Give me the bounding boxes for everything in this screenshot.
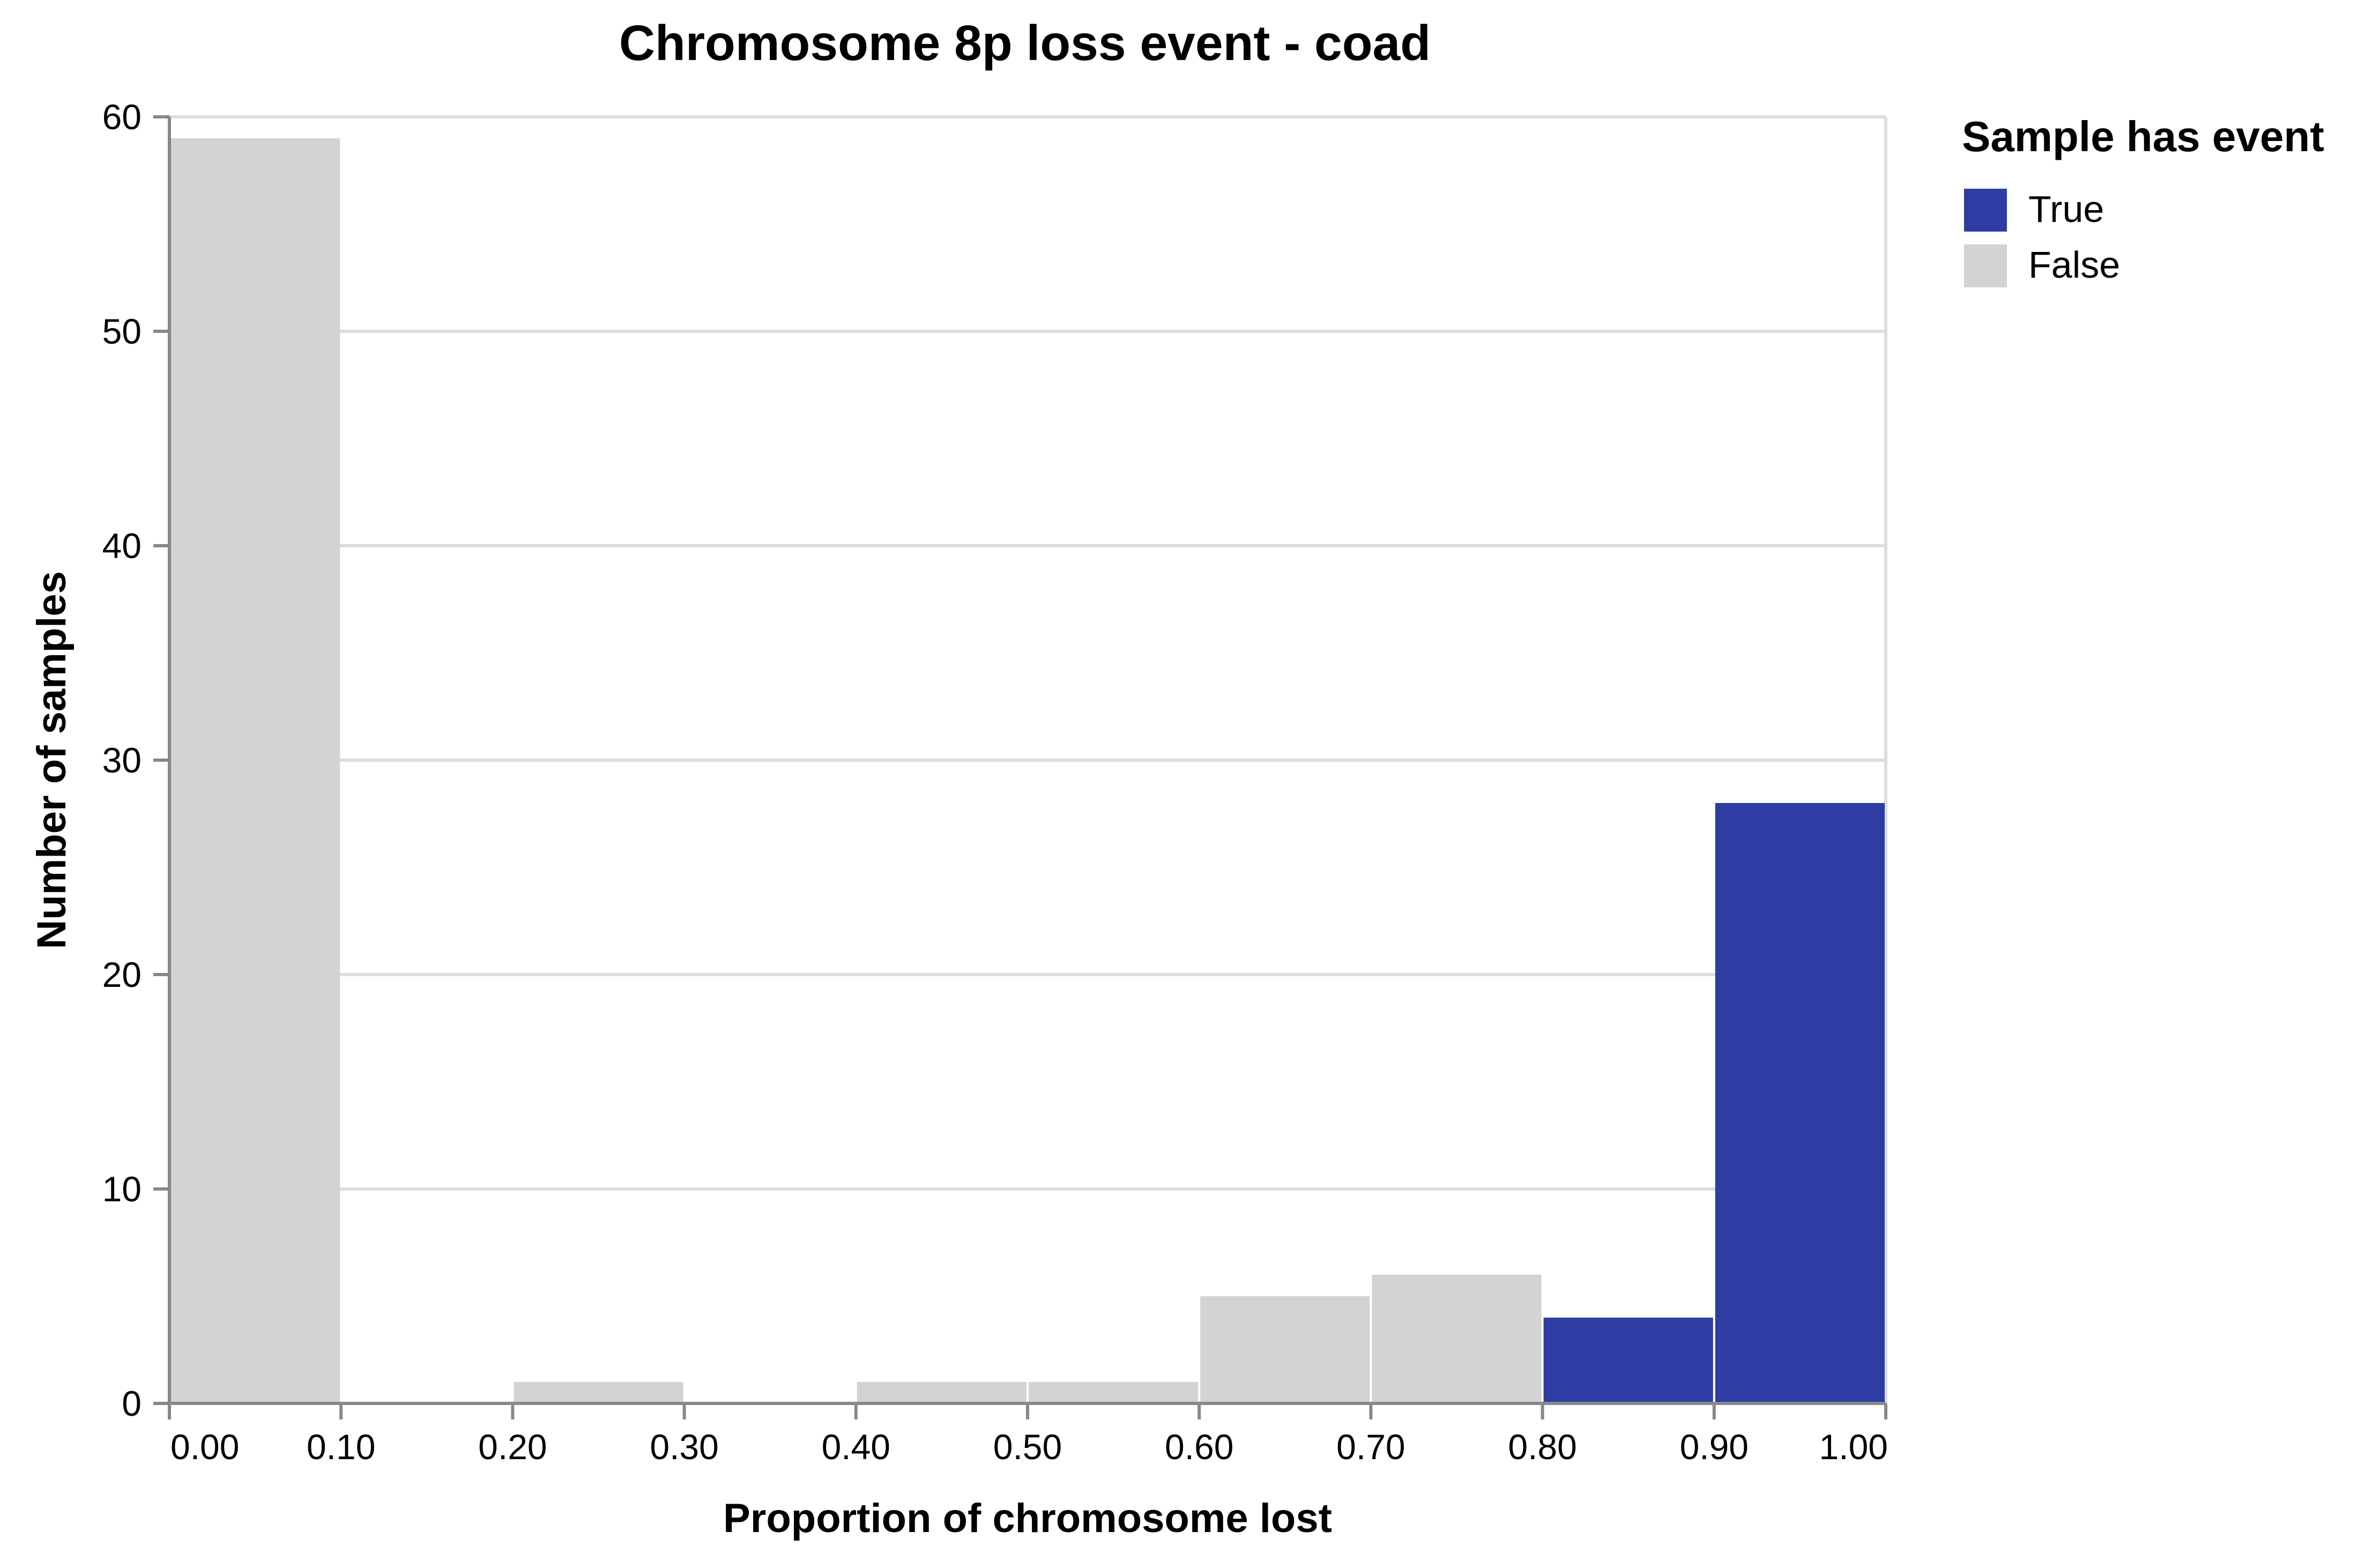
y-tick-label-4: 40 — [102, 526, 142, 566]
x-tick-label-0: 0.00 — [170, 1427, 239, 1467]
x-axis-title: Proportion of chromosome lost — [723, 1496, 1332, 1541]
y-axis-title: Number of samples — [29, 571, 75, 949]
y-tick-label-6: 60 — [102, 97, 142, 137]
bar-6 — [1200, 1296, 1370, 1403]
x-tick-label-2: 0.20 — [478, 1427, 547, 1467]
bar-5 — [1029, 1382, 1199, 1403]
chart-title: Chromosome 8p loss event - coad — [619, 15, 1431, 71]
bar-9 — [1715, 803, 1885, 1403]
x-tick-label-8: 0.80 — [1508, 1427, 1576, 1467]
x-tick-label-5: 0.50 — [993, 1427, 1062, 1467]
x-tick-label-6: 0.60 — [1165, 1427, 1233, 1467]
legend-title: Sample has event — [1962, 113, 2324, 160]
x-tick-label-3: 0.30 — [650, 1427, 718, 1467]
legend: Sample has event True False — [1962, 113, 2324, 287]
y-axis-ticks: 0 10 20 30 40 50 60 — [102, 97, 169, 1423]
bar-7 — [1372, 1275, 1542, 1403]
bars — [170, 138, 1885, 1403]
bar-2 — [514, 1382, 683, 1403]
x-tick-label-10: 1.00 — [1819, 1427, 1888, 1467]
x-tick-label-1: 0.10 — [307, 1427, 375, 1467]
y-tick-label-3: 30 — [102, 740, 142, 780]
legend-label-true: True — [2028, 188, 2104, 230]
x-tick-label-9: 0.90 — [1680, 1427, 1749, 1467]
legend-swatch-false — [1964, 244, 2007, 287]
bar-8 — [1543, 1318, 1713, 1403]
legend-swatch-true — [1964, 189, 2007, 232]
bar-0 — [170, 138, 340, 1403]
x-tick-label-7: 0.70 — [1336, 1427, 1405, 1467]
legend-label-false: False — [2028, 244, 2120, 286]
y-tick-label-2: 20 — [102, 955, 142, 994]
x-axis-ticks: 0.00 0.10 0.20 0.30 0.40 0.50 0.60 0.70 0.80 0.90… — [168, 1403, 1888, 1467]
y-tick-label-5: 50 — [102, 311, 142, 351]
y-tick-label-1: 10 — [102, 1169, 142, 1209]
y-tick-label-0: 0 — [122, 1384, 142, 1423]
gridlines — [169, 115, 1887, 1403]
x-tick-label-4: 0.40 — [822, 1427, 890, 1467]
bar-4 — [857, 1382, 1027, 1403]
